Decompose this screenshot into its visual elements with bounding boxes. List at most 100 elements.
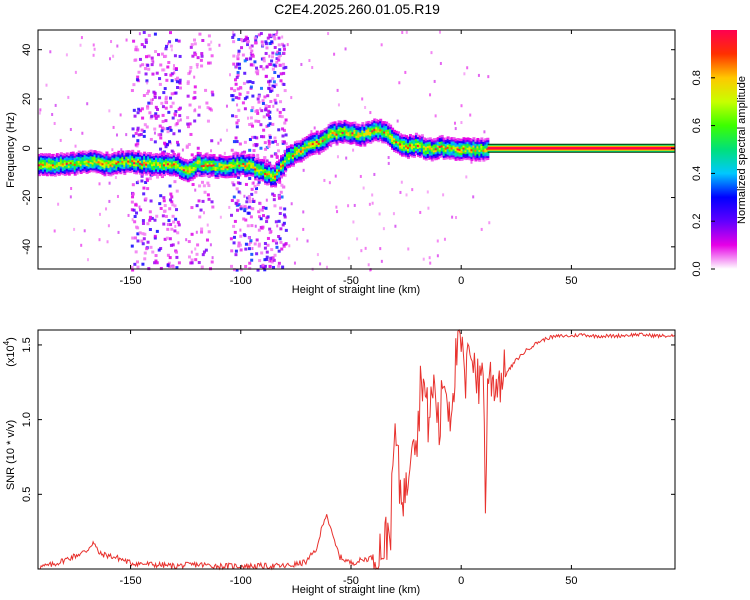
spectrogram-noise-cell	[255, 252, 259, 256]
spectrogram-ridge-cell	[228, 157, 232, 161]
spectrogram-ridge-cell	[260, 176, 264, 180]
spectrogram-ridge-cell	[81, 170, 85, 173]
spectrogram-noise-cell	[469, 113, 472, 117]
spectrogram-ridge-cell	[270, 169, 274, 172]
spectrogram-ridge-cell	[274, 179, 278, 182]
spectrogram-ridge-cell	[153, 159, 157, 162]
spectrogram-ridge-cell	[430, 158, 434, 162]
spectrogram-noise-cell	[256, 72, 260, 76]
spectrogram-ridge-cell	[260, 172, 264, 176]
spectrogram-noise-cell	[140, 107, 144, 111]
spectrogram-ridge-cell	[274, 173, 278, 176]
spectrogram-ridge-cell	[258, 178, 262, 182]
spectrogram-ridge-cell	[482, 149, 486, 152]
spectrogram-ridge-cell	[194, 157, 198, 160]
spectrogram-noise-cell	[280, 247, 284, 251]
spectrogram-ridge-cell	[287, 165, 291, 168]
spectrogram-noise-cell	[281, 134, 285, 138]
spectrogram-noise-cell	[272, 198, 276, 202]
spectrogram-ridge-cell	[460, 146, 464, 150]
spectrogram-ridge-cell	[472, 145, 476, 148]
spectrogram-ridge-cell	[458, 142, 462, 146]
spectrogram-ridge-cell	[301, 148, 305, 151]
spectrogram-ridge-cell	[127, 165, 131, 169]
spectrogram-ridge-cell	[133, 151, 137, 155]
spectrogram-ridge-cell	[115, 162, 119, 165]
spectrogram-ridge-cell	[428, 153, 432, 156]
spectrogram-ridge-cell	[65, 154, 69, 157]
spectrogram-ridge-cell	[462, 149, 466, 152]
spectrogram-ridge-cell	[393, 149, 397, 153]
spectrogram-ridge-cell	[278, 175, 282, 178]
spectrogram-ridge-cell	[389, 138, 393, 141]
spectrogram-noise-cell	[251, 54, 255, 58]
spectrogram-ridge-cell	[414, 138, 418, 142]
spectrogram-ridge-cell	[381, 138, 385, 142]
spectrogram-ridge-cell	[266, 167, 270, 170]
spectrogram-ridge-cell	[315, 144, 319, 147]
spectrogram-ridge-cell	[327, 143, 331, 147]
spectrogram-ridge-cell	[188, 162, 192, 166]
spectrogram-ridge-cell	[321, 137, 325, 141]
spectrogram-ridge-cell	[299, 159, 303, 163]
snr-xtick-label: 50	[565, 575, 577, 587]
spectrogram-ridge-cell	[432, 142, 436, 145]
spectrogram-ridge-cell	[79, 157, 83, 161]
spectrogram-ridge-cell	[403, 148, 407, 151]
spectrogram-noise-cell	[187, 142, 191, 146]
spectrogram-ridge-cell	[440, 148, 444, 152]
spectrogram-ridge-cell	[143, 157, 147, 161]
spectrogram-noise-cell	[162, 196, 166, 200]
spectrogram-noise-cell	[282, 108, 286, 112]
spectrogram-noise-cell	[186, 94, 190, 98]
spectrogram-noise-cell	[232, 54, 236, 58]
spectrogram-ridge-cell	[268, 166, 272, 170]
spectrogram-noise-cell	[165, 142, 169, 146]
spectrogram-noise-cell	[279, 72, 283, 76]
spectrogram-ridge-cell	[39, 162, 43, 166]
spectrogram-noise-cell	[246, 116, 249, 120]
spectrogram-noise-cell	[263, 156, 267, 160]
spectrogram-ridge-cell	[418, 153, 422, 156]
spectrogram-ridge-cell	[335, 125, 339, 128]
spectrogram-ridge-cell	[45, 165, 49, 169]
spectrogram-ridge-cell	[93, 161, 97, 165]
spectrogram-ridge-cell	[353, 137, 357, 140]
spectrogram-ridge-cell	[305, 136, 309, 139]
spectrogram-ridge-cell	[67, 161, 71, 164]
spectrogram-ridge-cell	[194, 168, 198, 172]
spectrogram-ridge-cell	[186, 171, 190, 175]
spectrogram-noise-cell	[196, 65, 199, 69]
spectrogram-noise-cell	[203, 211, 206, 215]
spectrogram-ridge-cell	[333, 123, 337, 126]
spectrogram-ridge-cell	[309, 149, 313, 152]
spectrogram-ridge-cell	[440, 146, 444, 150]
spectrogram-ridge-cell	[466, 155, 470, 158]
spectrogram-ridge-cell	[51, 153, 55, 157]
spectrogram-noise-cell	[282, 44, 286, 48]
spectrogram-ridge-cell	[412, 153, 416, 156]
spectrogram-ridge-cell	[145, 159, 149, 162]
spectrogram-ridge-cell	[151, 165, 155, 169]
spectrogram-ridge-cell	[410, 141, 414, 144]
spectrogram-noise-cell	[273, 37, 277, 41]
spectrogram-ridge-cell	[337, 128, 341, 131]
spectrogram-ridge-cell	[406, 138, 410, 142]
spectrogram-noise-cell	[80, 36, 83, 40]
spectrogram-ridge-cell	[143, 167, 147, 170]
spectrogram-ridge-cell	[127, 156, 131, 159]
spectrogram-ridge-cell	[101, 170, 105, 174]
spectrogram-noise-cell	[186, 125, 190, 129]
spectrogram-ridge-cell	[414, 146, 418, 150]
spectrogram-ridge-cell	[210, 170, 214, 173]
spectrogram-noise-cell	[265, 46, 269, 50]
spectrogram-ridge-cell	[97, 168, 101, 172]
spectrogram-noise-cell	[284, 142, 288, 146]
spectrogram-ridge-cell	[406, 142, 410, 146]
spectrogram-noise-cell	[243, 209, 247, 213]
spectrogram-ridge-cell	[303, 142, 307, 146]
spectrogram-ridge-cell	[339, 120, 343, 124]
spectrogram-ridge-cell	[468, 153, 472, 157]
spectrogram-ridge-cell	[230, 157, 234, 160]
spectrogram-ridge-cell	[109, 167, 113, 171]
